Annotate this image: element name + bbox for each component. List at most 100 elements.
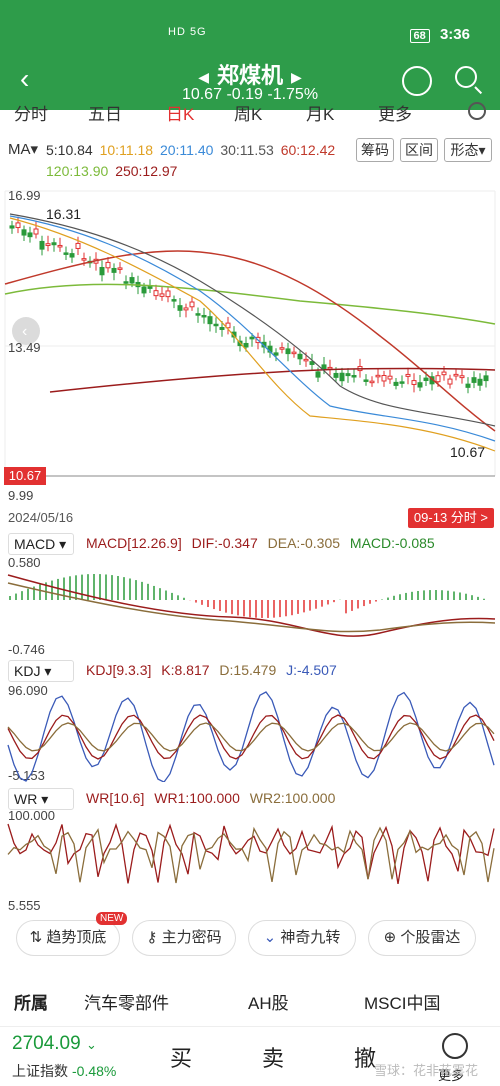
ma20-value: 20:11.40 <box>159 142 214 158</box>
ma250-value: 250:12.97 <box>115 163 178 179</box>
price-mid-label: 13.49 <box>8 340 41 355</box>
wr-wr2: WR2:100.000 <box>249 790 336 806</box>
intraday-button[interactable]: 09-13 分时 > <box>407 508 494 528</box>
ma20-line <box>9 215 496 442</box>
tab-intraday[interactable]: 分时 <box>14 105 48 124</box>
header-pct: -1.75% <box>267 86 319 103</box>
ma10-value: 10:11.18 <box>99 142 154 158</box>
last-price-marker: 10.67 <box>450 444 486 460</box>
kline-chart[interactable]: ‹ <box>0 186 500 502</box>
kdj-selector[interactable]: KDJ ▾ <box>8 660 74 682</box>
ma60-value: 60:12.42 <box>280 142 336 158</box>
wr-header: WR ▾ WR[10.6] WR1:100.000 WR2:100.000 <box>0 788 500 810</box>
header-change: -0.19 <box>226 86 263 103</box>
sector-msci[interactable]: MSCI中国 <box>364 994 441 1013</box>
stock-title: 郑煤机 <box>216 63 283 88</box>
ma5-value: 5:10.84 <box>46 142 93 158</box>
ma-selector[interactable]: MA▾ <box>8 141 39 158</box>
ma60-line <box>4 250 496 432</box>
ma30-value: 30:11.53 <box>220 142 274 158</box>
main-force-tag[interactable]: ⚷ 主力密码 <box>132 920 236 956</box>
bottom-bar: 2704.09 ⌄ 上证指数 -0.48% 买 卖 撤 更多 <box>0 1026 500 1086</box>
sector-auto-parts[interactable]: 汽车零部件 <box>84 994 169 1013</box>
tab-weekly-k[interactable]: 周K <box>234 105 263 124</box>
tab-monthly-k[interactable]: 月K <box>306 105 335 124</box>
period-tabs: 分时 五日 日K 周K 月K 更多 <box>0 100 500 130</box>
kdj-header: KDJ ▾ KDJ[9.3.3] K:8.817 D:15.479 J:-4.5… <box>0 660 500 682</box>
ma250-line <box>49 367 496 393</box>
chart-prev-icon[interactable] <box>12 317 40 345</box>
macd-dea: DEA:-0.305 <box>267 535 341 551</box>
trend-tag[interactable]: ⇅ 趋势顶底 <box>16 920 120 956</box>
wr-chart <box>7 822 495 885</box>
buy-button[interactable]: 买 <box>170 1046 193 1071</box>
wr-selector[interactable]: WR ▾ <box>8 788 74 810</box>
prev-stock-icon[interactable]: ◀ <box>198 68 209 85</box>
back-button[interactable]: ‹ <box>20 63 30 94</box>
header-price: 10.67 <box>181 86 222 103</box>
battery-icon: 68 <box>409 29 430 43</box>
index-change: -0.48% <box>72 1063 117 1079</box>
ma120-line <box>4 283 496 325</box>
search-icon[interactable] <box>455 66 483 95</box>
ma-legend: MA▾ 5:10.84 10:11.18 20:11.40 30:11.53 6… <box>0 134 500 182</box>
pattern-button[interactable]: 形态▾ <box>444 138 492 162</box>
magic-nine-tag[interactable]: ⌄ 神奇九转 <box>248 920 356 956</box>
svg-text:‹: ‹ <box>22 323 27 340</box>
cancel-order-button[interactable]: 撤 <box>354 1046 377 1071</box>
chip-button[interactable]: 筹码 <box>356 138 394 162</box>
ma120-value: 120:13.90 <box>46 163 109 179</box>
range-button[interactable]: 区间 <box>400 138 438 162</box>
feature-tags: ⇅ 趋势顶底 ⚷ 主力密码 ⌄ 神奇九转 ⊕ 个股雷达 <box>0 920 500 960</box>
tab-daily-k[interactable]: 日K <box>166 105 195 124</box>
kdj-d: D:15.479 <box>219 662 277 678</box>
ma10-line <box>9 217 496 452</box>
index-value[interactable]: 2704.09 ⌄ <box>12 1033 97 1054</box>
radar-tag[interactable]: ⊕ 个股雷达 <box>368 920 476 956</box>
candles <box>9 216 489 394</box>
sector-row: 所属 汽车零部件 AH股 MSCI中国 <box>0 985 500 1025</box>
status-bar: HD 5G 68 3:36 <box>0 0 500 43</box>
macd-bottom-label: -0.746 <box>8 642 45 657</box>
kdj-top-label: 96.090 <box>8 683 48 698</box>
chart-date: 2024/05/16 <box>8 510 74 525</box>
kdj-j: J:-4.507 <box>286 662 337 678</box>
kdj-k: K:8.817 <box>161 662 210 678</box>
chevron-down-icon: ⌄ <box>85 1037 97 1052</box>
watermark: 雪球：花非花雾花 <box>374 1063 479 1078</box>
price-low-label: 9.99 <box>8 488 34 503</box>
chevron-icon: ⌄ <box>263 929 277 946</box>
settings-icon[interactable] <box>468 102 486 120</box>
network-indicator: HD 5G <box>168 26 207 38</box>
next-stock-icon[interactable]: ▶ <box>291 68 302 85</box>
current-price-tag: 10.67 <box>4 467 46 485</box>
macd-dif: DIF:-0.347 <box>191 535 258 551</box>
more-label[interactable]: 更多 <box>438 1068 465 1083</box>
more-icon[interactable] <box>442 1033 468 1059</box>
wr-wr1: WR1:100.000 <box>154 790 240 806</box>
trend-icon: ⇅ <box>29 929 43 946</box>
key-icon: ⚷ <box>146 929 158 946</box>
macd-chart <box>7 574 496 637</box>
clock: 3:36 <box>439 26 470 43</box>
tab-more[interactable]: 更多 <box>378 105 412 124</box>
macd-selector[interactable]: MACD ▾ <box>8 533 74 555</box>
tab-five-day[interactable]: 五日 <box>88 105 122 124</box>
index-name: 上证指数 <box>12 1063 68 1079</box>
price-summary: 10.67 -0.19 -1.75% <box>0 86 500 104</box>
sector-ah[interactable]: AH股 <box>248 994 289 1013</box>
kdj-chart <box>7 691 495 782</box>
header-bar: HD 5G 68 3:36 ‹ ◀ 郑煤机 ▶ 10.67 -0.19 -1.75% <box>0 0 500 110</box>
macd-params: MACD[12.26.9] <box>86 535 182 551</box>
macd-top-label: 0.580 <box>8 555 41 570</box>
sell-button[interactable]: 卖 <box>262 1046 285 1071</box>
price-high-label: 16.99 <box>8 188 41 203</box>
new-badge: NEW <box>96 912 128 925</box>
macd-value: MACD:-0.085 <box>349 535 435 551</box>
max-price-marker: 16.31 <box>46 206 82 222</box>
ma30-line <box>9 213 496 427</box>
wr-params: WR[10.6] <box>86 790 145 806</box>
radar-icon: ⊕ <box>383 929 397 946</box>
wr-top-label: 100.000 <box>8 808 55 823</box>
refresh-icon[interactable] <box>402 66 432 96</box>
